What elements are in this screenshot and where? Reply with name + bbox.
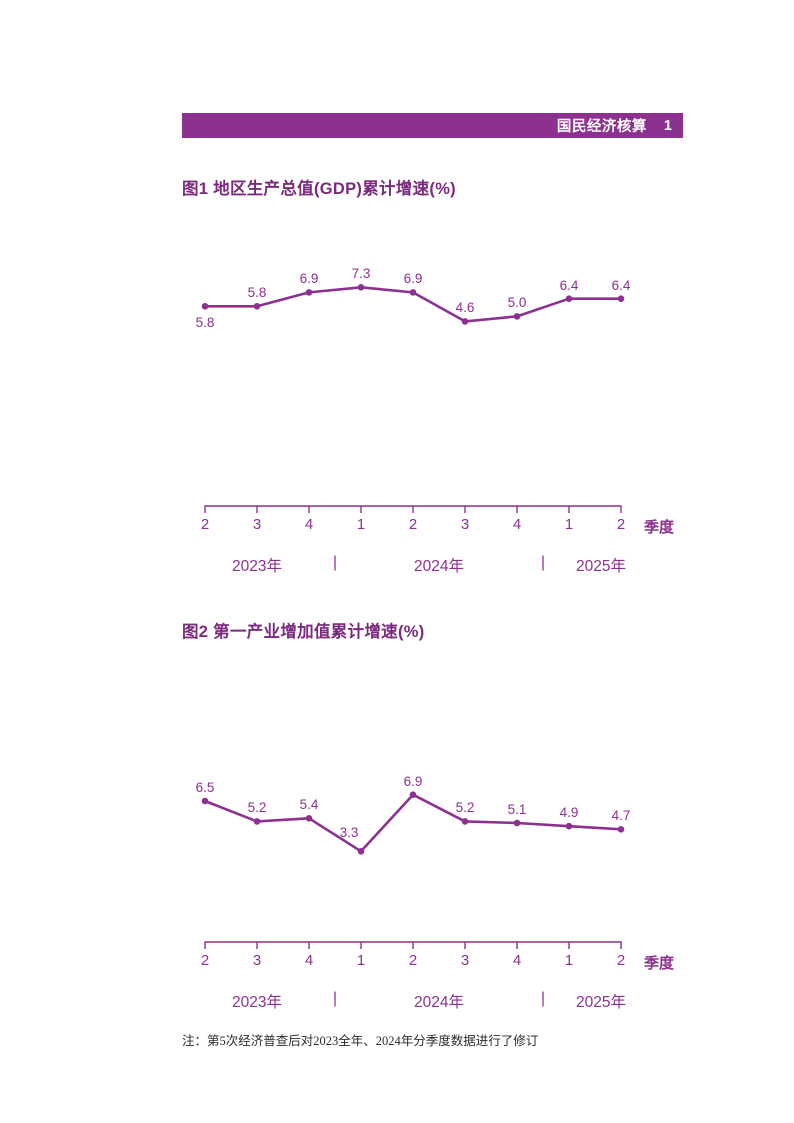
year-group-row: 2023年 2024年 2025年 | |	[182, 990, 702, 1014]
year-separator: |	[332, 990, 338, 1007]
data-label: 6.9	[299, 271, 319, 287]
year-separator: |	[540, 554, 546, 571]
x-axis-tick-label: 3	[460, 952, 470, 969]
figure-2-block: 图2 第一产业增加值累计增速(%) 6.5 5.2 5.4 3.3 6.9 5.2 5.1 4…	[182, 618, 702, 1011]
x-axis-tick-label: 2	[616, 516, 626, 533]
data-label: 6.4	[559, 277, 579, 293]
x-axis-tick-label: 4	[512, 952, 522, 969]
data-label: 3.3	[339, 825, 359, 841]
chart-1-plot	[201, 284, 625, 513]
x-axis-tick-label: 4	[512, 516, 522, 533]
year-group-row: 2023年 2024年 2025年 | |	[182, 554, 702, 578]
data-point	[513, 819, 521, 827]
data-point	[201, 797, 209, 805]
x-axis-tick-label: 2	[616, 952, 626, 969]
data-label: 5.8	[247, 285, 267, 301]
data-point	[461, 318, 469, 325]
x-axis-tick-label: 2	[200, 952, 210, 969]
year-label: 2023年	[232, 558, 282, 575]
year-label: 2023年	[232, 994, 282, 1011]
figure-2-title: 图2 第一产业增加值累计增速(%)	[182, 623, 425, 641]
data-point	[461, 818, 469, 825]
x-axis-tick-label: 2	[200, 516, 210, 533]
x-axis-tick-label: 2	[408, 516, 418, 533]
data-label: 5.2	[455, 800, 475, 816]
data-point	[409, 791, 417, 799]
x-axis-tick-label: 1	[356, 516, 366, 533]
header-title: 国民经济核算	[556, 119, 647, 135]
data-label: 4.7	[611, 808, 631, 824]
x-axis-tick-label: 3	[252, 516, 262, 533]
x-axis-tick-label: 1	[564, 516, 574, 533]
figure-2-chart: 6.5 5.2 5.4 3.3 6.9 5.2 5.1 4.9 4.7 2 3 4 1 2 3 4 1 2 季度 20…	[182, 642, 702, 1011]
x-axis-tick-label: 3	[460, 516, 470, 533]
data-point	[513, 313, 521, 320]
data-label: 6.4	[611, 277, 631, 293]
footnote: 注：第5次经济普查后对2023全年、2024年分季度数据进行了修订	[182, 1034, 539, 1048]
figure-1-chart: 5.8 5.8 6.9 7.3 6.9 4.6 5.0 6.4 6.4 2 3 4 1 2 3 4 1 2 季度 20…	[182, 199, 702, 575]
data-label: 5.0	[507, 295, 527, 311]
figure-1-title: 图1 地区生产总值(GDP)累计增速(%)	[182, 180, 456, 198]
data-point	[253, 818, 261, 825]
data-label: 6.5	[195, 780, 215, 795]
x-axis-tick-label: 1	[564, 952, 574, 969]
x-axis-tick-label: 4	[304, 952, 314, 969]
data-label: 5.1	[507, 802, 527, 817]
data-label: 5.8	[195, 315, 215, 331]
data-label: 6.9	[403, 773, 423, 789]
x-axis-tick-label: 4	[304, 516, 314, 533]
year-separator: |	[540, 990, 546, 1007]
year-separator: |	[332, 554, 338, 571]
x-axis-tick-label: 3	[252, 952, 262, 969]
data-point	[201, 302, 209, 310]
x-axis-label-row: 2 3 4 1 2 3 4 1 2 季度	[182, 952, 702, 976]
year-label: 2024年	[414, 994, 464, 1011]
data-label: 5.2	[247, 800, 267, 816]
data-point	[357, 284, 365, 291]
x-axis-label-row: 2 3 4 1 2 3 4 1 2 季度	[182, 516, 702, 540]
data-point	[617, 825, 625, 833]
data-label: 6.9	[403, 271, 423, 287]
x-axis-tick-label: 2	[408, 952, 418, 969]
data-label: 4.9	[559, 805, 579, 821]
year-label: 2024年	[414, 558, 464, 575]
header-page-number: 1	[663, 117, 672, 134]
chart-2-plot	[201, 791, 625, 949]
data-point	[565, 295, 573, 302]
data-point	[565, 822, 573, 830]
year-label: 2025年	[576, 558, 626, 575]
x-axis-unit-label: 季度	[644, 955, 675, 972]
data-point	[305, 814, 313, 822]
x-axis-unit-label: 季度	[644, 519, 675, 536]
page-header-bar: 国民经济核算 1	[182, 113, 683, 138]
data-label: 4.6	[455, 300, 475, 316]
data-label: 5.4	[299, 797, 319, 813]
figure-1-block: 图1 地区生产总值(GDP)累计增速(%) 5.8 5.8 6.9 7.3 6.9 4.6…	[182, 175, 702, 575]
data-point	[305, 289, 313, 296]
data-label: 7.3	[351, 266, 371, 282]
year-label: 2025年	[576, 994, 626, 1011]
data-point	[617, 295, 625, 302]
data-point	[357, 847, 365, 855]
data-point	[409, 289, 417, 296]
x-axis-tick-label: 1	[356, 952, 366, 969]
data-point	[253, 302, 261, 310]
